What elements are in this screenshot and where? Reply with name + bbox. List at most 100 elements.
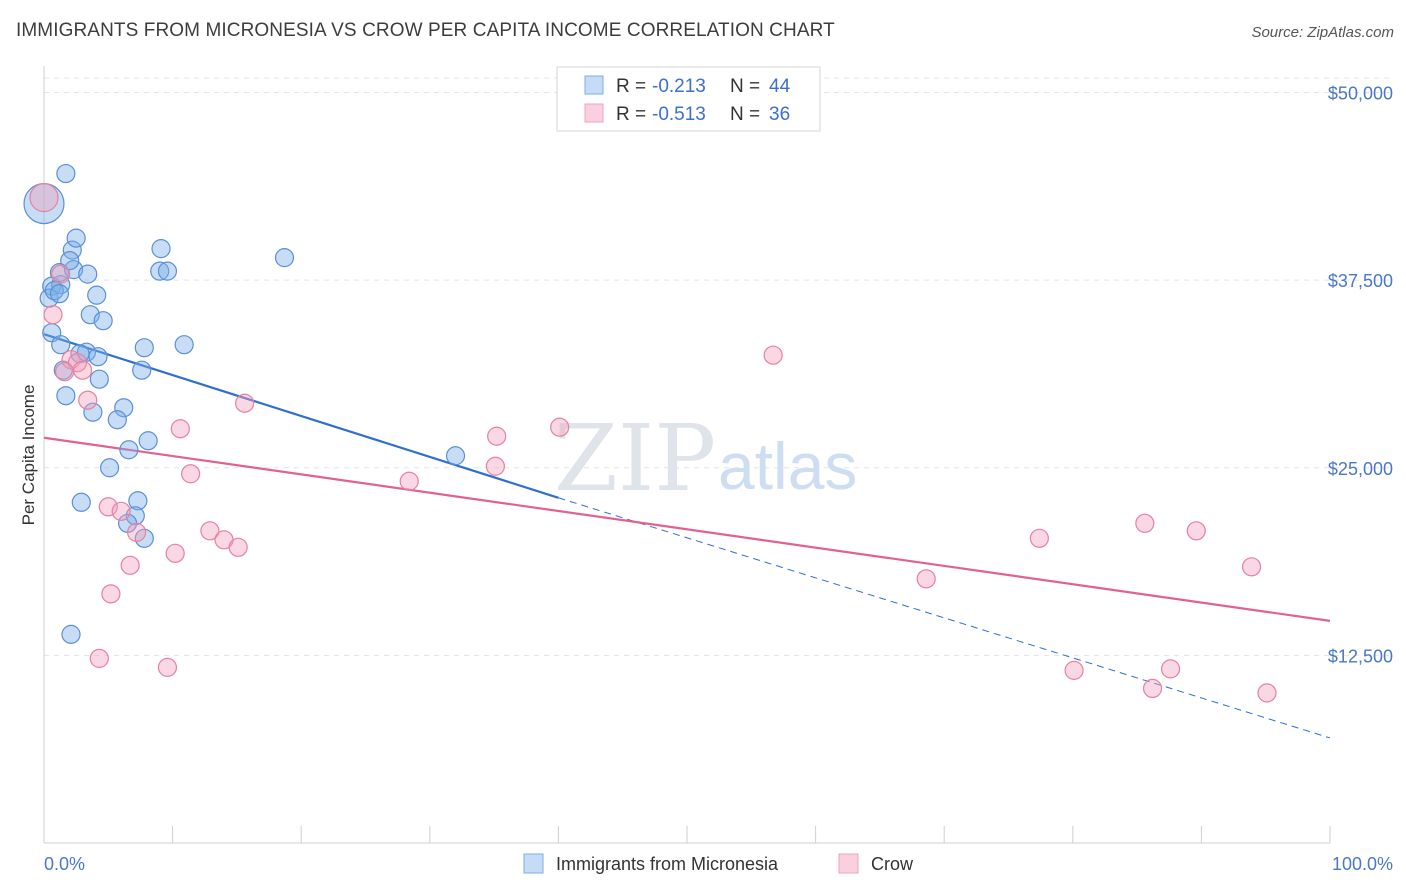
point-micronesia	[132, 360, 152, 380]
point-micronesia	[134, 528, 154, 548]
legend-bottom-swatch-micronesia	[523, 853, 544, 874]
point-crow	[126, 522, 147, 542]
point-micronesia	[174, 335, 194, 355]
point-crow	[916, 569, 936, 589]
point-micronesia	[56, 163, 76, 184]
point-crow	[399, 471, 419, 491]
point-crow	[550, 417, 570, 437]
point-crow	[235, 393, 255, 413]
data-points	[23, 163, 1277, 703]
y-tick-label: $25,000	[1328, 459, 1393, 479]
point-micronesia	[51, 335, 71, 355]
trend-line-micronesia-extension	[558, 497, 1331, 739]
legend-bottom-swatch-crow	[838, 853, 859, 874]
point-micronesia	[445, 446, 466, 466]
point-crow	[487, 426, 507, 446]
point-micronesia	[87, 285, 107, 305]
point-micronesia	[134, 338, 154, 358]
point-crow	[89, 648, 109, 668]
point-crow	[1029, 528, 1049, 548]
point-crow	[165, 543, 185, 563]
point-micronesia	[88, 347, 108, 367]
point-crow	[120, 555, 140, 575]
point-crow	[181, 464, 201, 484]
point-micronesia	[99, 458, 120, 478]
point-micronesia	[114, 398, 134, 418]
point-crow	[157, 657, 178, 677]
legend-swatch-micronesia	[584, 75, 604, 95]
point-crow	[101, 584, 121, 604]
point-micronesia	[119, 440, 139, 460]
point-micronesia	[274, 248, 295, 268]
legend-r-label-1: R =	[616, 76, 646, 97]
axes	[43, 66, 1331, 844]
point-crow	[51, 264, 71, 284]
y-tick-label: $12,500	[1328, 646, 1393, 666]
y-tick-labels: $12,500 $25,000 $37,500 $50,000	[1328, 84, 1393, 667]
point-crow	[228, 537, 248, 557]
trend-lines	[43, 333, 1331, 739]
point-micronesia	[107, 410, 127, 430]
y-axis-title: Per Capita Income	[19, 385, 38, 526]
y-tick-label: $37,500	[1328, 271, 1393, 291]
legend-top: R = -0.213 N = 44 R = -0.513 N = 36	[556, 66, 821, 132]
point-crow	[485, 456, 505, 476]
point-crow	[1135, 513, 1155, 533]
x-tick-label-min: 0.0%	[44, 854, 85, 874]
point-micronesia	[138, 431, 158, 451]
point-micronesia	[56, 386, 76, 406]
point-micronesia	[83, 402, 103, 422]
watermark: ZIP atlas	[554, 405, 857, 512]
point-micronesia	[49, 284, 70, 304]
point-micronesia	[60, 251, 80, 271]
point-crow	[1064, 660, 1084, 680]
legend-r-value-1: -0.213	[652, 76, 706, 97]
point-micronesia	[93, 311, 113, 331]
chart-title: IMMIGRANTS FROM MICRONESIA VS CROW PER C…	[16, 20, 835, 41]
point-crow	[763, 345, 783, 365]
legend-n-value-1: 44	[769, 76, 791, 97]
point-crow	[1257, 683, 1277, 703]
point-micronesia	[151, 239, 171, 259]
legend-n-label-1: N =	[730, 76, 760, 97]
watermark-zip: ZIP	[554, 405, 716, 512]
legend-bottom-label-crow: Crow	[871, 854, 914, 874]
point-crow	[43, 305, 63, 325]
legend-bottom: Immigrants from Micronesia Crow	[523, 853, 914, 874]
point-crow	[1142, 678, 1163, 699]
point-crow	[170, 419, 190, 439]
point-crow	[72, 360, 93, 380]
trend-line-crow	[43, 436, 1331, 622]
point-micronesia	[66, 228, 86, 248]
point-crow	[54, 362, 75, 382]
point-micronesia	[150, 261, 170, 281]
legend-swatch-crow	[584, 103, 604, 123]
x-tick-label-max: 100.0%	[1332, 854, 1393, 874]
point-crow	[98, 497, 118, 517]
point-crow	[200, 521, 220, 541]
point-crow	[1241, 557, 1262, 577]
point-crow	[29, 182, 59, 213]
trend-line-micronesia	[43, 333, 559, 499]
legend-r-value-2: -0.513	[652, 104, 706, 125]
grid	[44, 77, 1393, 656]
point-micronesia	[157, 261, 178, 281]
legend-bottom-label-micronesia: Immigrants from Micronesia	[556, 854, 779, 874]
point-crow	[1160, 659, 1181, 679]
source-label: Source: ZipAtlas.com	[1251, 24, 1394, 41]
legend-n-label-2: N =	[730, 104, 760, 125]
point-micronesia	[71, 492, 91, 512]
point-micronesia	[89, 369, 109, 389]
point-micronesia	[128, 491, 148, 511]
legend-r-label-2: R =	[616, 104, 646, 125]
y-tick-label: $50,000	[1328, 84, 1393, 104]
legend-n-value-2: 36	[769, 104, 790, 125]
point-crow	[111, 501, 131, 521]
point-micronesia	[61, 624, 81, 644]
point-micronesia	[44, 281, 64, 301]
point-micronesia	[125, 506, 145, 526]
point-micronesia	[78, 264, 98, 284]
point-crow	[1186, 521, 1206, 541]
watermark-atlas: atlas	[718, 429, 857, 503]
